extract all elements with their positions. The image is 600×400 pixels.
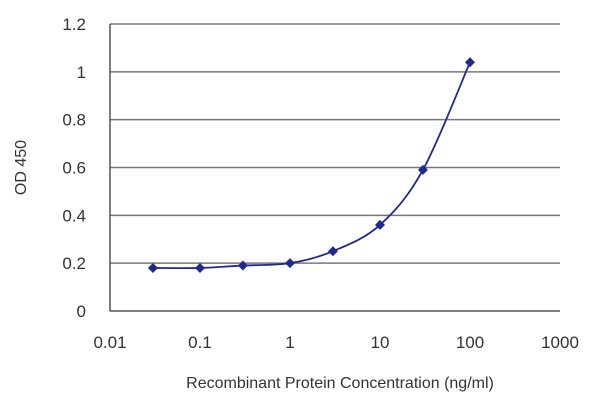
y-tick-label: 0 — [77, 302, 86, 321]
x-tick-label: 1000 — [541, 333, 579, 352]
x-axis-title: Recombinant Protein Concentration (ng/ml… — [186, 375, 494, 392]
y-tick-label: 0.2 — [62, 254, 86, 273]
y-tick-label: 0.8 — [62, 111, 86, 130]
y-tick-label: 0.6 — [62, 159, 86, 178]
y-tick-label: 0.4 — [62, 206, 86, 225]
gridlines — [110, 23, 560, 264]
y-tick-label: 1 — [77, 63, 86, 82]
data-point-6 — [417, 164, 428, 175]
data-point-3 — [285, 258, 295, 269]
x-tick-label: 0.1 — [188, 333, 212, 352]
data-point-1 — [195, 262, 205, 273]
x-tick-labels: 0.01 0.1 1 10 100 1000 — [93, 333, 578, 352]
series-line — [152, 61, 471, 270]
x-tick-label: 0.01 — [93, 333, 126, 352]
data-point-0 — [147, 262, 158, 273]
data-point-5 — [375, 219, 385, 230]
y-axis-title: OD 450 — [13, 140, 30, 195]
data-points — [147, 57, 475, 273]
data-point-4 — [327, 246, 338, 257]
y-tick-labels: 0 0.2 0.4 0.6 0.8 1 1.2 — [62, 15, 86, 321]
x-tick-label: 1 — [285, 333, 294, 352]
x-tick-label: 100 — [456, 333, 484, 352]
x-tick-label: 10 — [371, 333, 390, 352]
y-tick-label: 1.2 — [62, 15, 86, 34]
data-point-2 — [237, 260, 248, 271]
data-point-7 — [465, 57, 475, 68]
